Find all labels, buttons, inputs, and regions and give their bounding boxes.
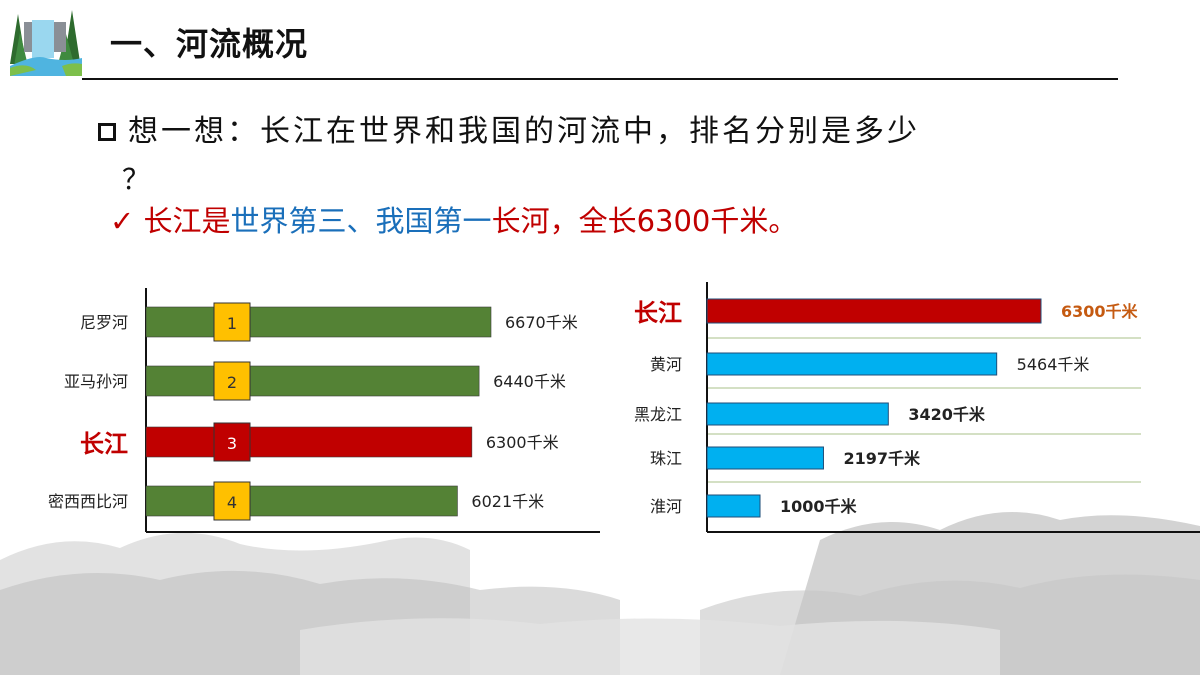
value-label-1: 6440千米 xyxy=(493,372,566,391)
bar-3 xyxy=(706,446,824,470)
checkmark-icon: ✓ xyxy=(110,204,135,238)
answer-part-1: 长江是 xyxy=(143,204,231,238)
bar-1 xyxy=(706,352,998,376)
answer-part-2: 世界第三、我国第一 xyxy=(230,204,492,238)
rank-label-0: 1 xyxy=(227,314,237,333)
bar-3 xyxy=(145,485,458,517)
waterfall-forest-icon xyxy=(6,4,84,76)
bar-2 xyxy=(706,402,889,426)
question-text: 想一想：长江在世界和我国的河流中，排名分别是多少 xyxy=(128,114,920,149)
category-label-2: 长江 xyxy=(80,430,128,458)
page-title: 一、河流概况 xyxy=(110,25,309,63)
rank-label-2: 3 xyxy=(227,434,237,453)
rank-badge-3 xyxy=(213,481,251,521)
title-divider xyxy=(82,78,1118,80)
ink-mountains-decoration xyxy=(0,512,1200,675)
bar-0 xyxy=(145,306,492,338)
hollow-square-bullet-icon xyxy=(98,123,116,141)
category-label-3: 珠江 xyxy=(650,449,682,468)
value-label-1: 5464千米 xyxy=(1017,355,1090,374)
value-label-2: 6300千米 xyxy=(486,433,559,452)
value-label-4: 1000千米 xyxy=(780,497,858,516)
rank-badge-1 xyxy=(213,361,251,401)
rank-label-3: 4 xyxy=(227,493,237,512)
value-label-3: 6021千米 xyxy=(471,492,544,511)
value-label-0: 6670千米 xyxy=(505,313,578,332)
category-label-2: 黑龙江 xyxy=(634,405,682,424)
question-text-continued: ？ xyxy=(122,163,151,196)
world-rivers-chart: 1 尼罗河 6670千米 2 亚马孙河 6440千米 3 长江 6300千米 4 密西西比河 6021… xyxy=(48,288,600,533)
category-label-3: 密西西比河 xyxy=(48,492,128,511)
category-label-1: 亚马孙河 xyxy=(64,372,128,391)
rank-label-1: 2 xyxy=(227,373,237,392)
category-label-0: 尼罗河 xyxy=(80,313,128,332)
category-label-0: 长江 xyxy=(634,299,682,327)
answer-line: ✓ 长江是世界第三、我国第一长河，全长6300千米。 xyxy=(110,200,797,242)
category-label-4: 淮河 xyxy=(650,497,682,516)
answer-part-3: 长河，全长6300千米。 xyxy=(491,204,798,238)
value-label-3: 2197千米 xyxy=(843,449,921,468)
value-label-0: 6300千米 xyxy=(1061,302,1139,321)
rank-badge-2 xyxy=(213,422,251,462)
value-label-2: 3420千米 xyxy=(908,405,986,424)
rank-badge-0 xyxy=(213,302,251,342)
bar-0 xyxy=(706,298,1042,324)
category-label-1: 黄河 xyxy=(650,355,682,374)
bar-4 xyxy=(706,494,761,518)
bar-1 xyxy=(145,365,480,397)
bar-2 xyxy=(145,426,473,458)
